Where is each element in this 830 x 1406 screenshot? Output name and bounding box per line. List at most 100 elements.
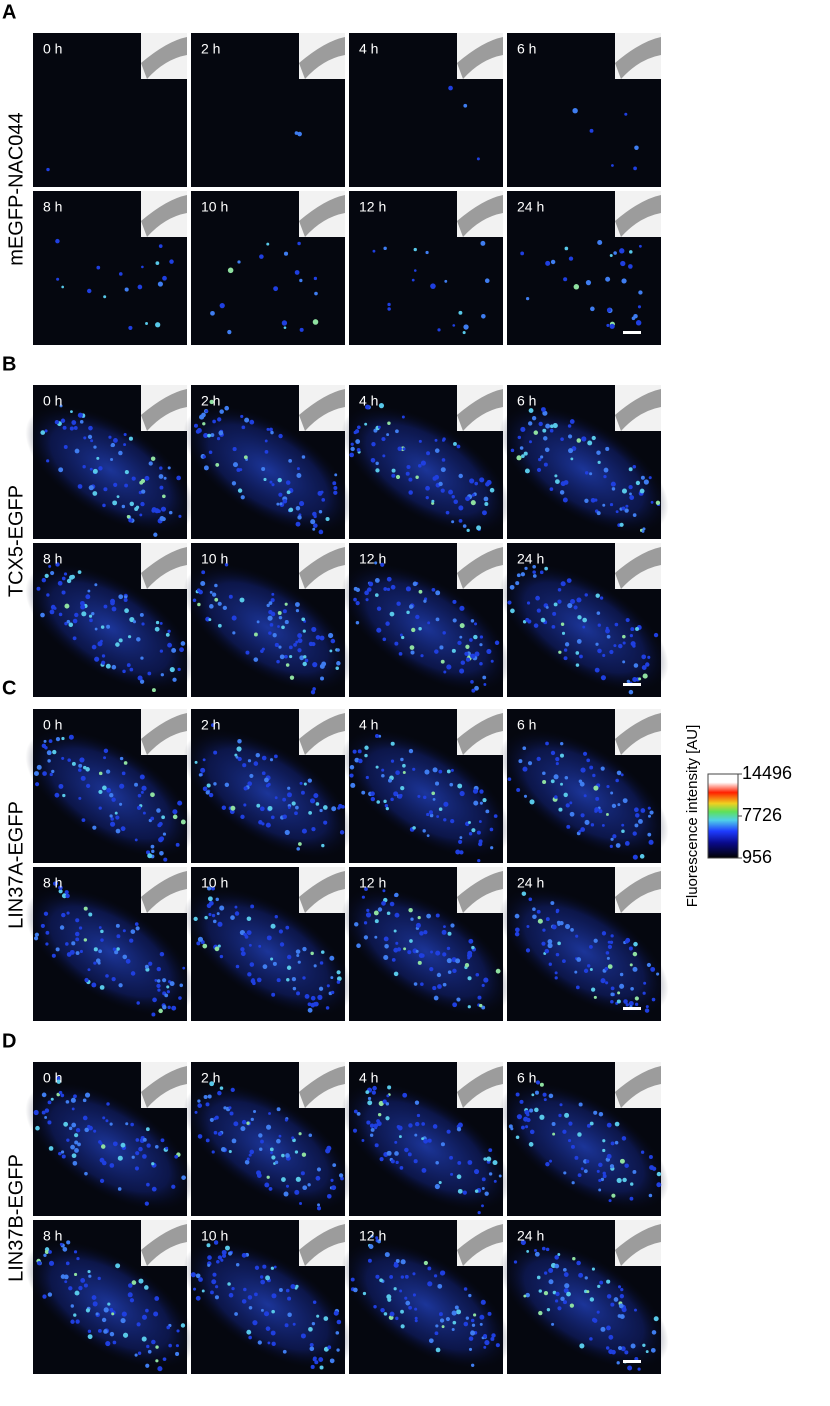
time-label: 2 h xyxy=(201,393,220,409)
nucleus xyxy=(109,1122,113,1126)
time-label: 12 h xyxy=(359,551,386,567)
nucleus xyxy=(577,1132,582,1137)
nucleus xyxy=(134,507,139,512)
time-label: 24 h xyxy=(517,1228,544,1244)
nucleus xyxy=(575,934,579,938)
nucleus xyxy=(151,508,156,513)
nucleus xyxy=(583,1169,588,1174)
inset-root xyxy=(141,195,187,237)
nucleus xyxy=(227,267,234,274)
nucleus xyxy=(479,801,483,805)
nucleus xyxy=(122,954,128,960)
nucleus xyxy=(620,1288,624,1292)
root-shape xyxy=(183,729,353,858)
nucleus xyxy=(629,492,632,496)
nucleus xyxy=(418,439,422,443)
nucleus xyxy=(448,489,453,495)
nucleus xyxy=(599,1280,604,1285)
nucleus xyxy=(231,1138,237,1144)
nucleus xyxy=(98,466,103,471)
nucleus xyxy=(442,631,446,635)
nucleus xyxy=(211,886,216,891)
nucleus xyxy=(395,1160,399,1165)
nucleus xyxy=(471,945,475,950)
nucleus xyxy=(482,798,487,803)
nucleus xyxy=(390,741,395,746)
nucleus xyxy=(282,1349,287,1354)
nucleus xyxy=(157,1366,163,1372)
nucleus xyxy=(73,1094,77,1099)
nucleus xyxy=(335,666,339,671)
nucleus xyxy=(195,429,201,434)
nucleus xyxy=(260,1139,264,1144)
nucleus xyxy=(516,1114,523,1120)
nucleus xyxy=(456,1309,462,1315)
nucleus xyxy=(115,923,120,928)
inset-root xyxy=(141,37,187,79)
nucleus xyxy=(47,1100,52,1105)
nucleus xyxy=(642,1343,646,1347)
nucleus xyxy=(579,654,583,659)
nucleus xyxy=(92,825,97,830)
nucleus xyxy=(462,331,466,335)
nucleus xyxy=(386,1094,390,1098)
nucleus xyxy=(381,901,386,906)
nucleus xyxy=(291,1136,295,1140)
nucleus xyxy=(312,511,317,517)
nucleus xyxy=(310,951,314,956)
nucleus xyxy=(299,1202,303,1206)
nucleus xyxy=(598,809,603,814)
nucleus xyxy=(417,915,421,920)
nucleus xyxy=(456,444,461,449)
nucleus xyxy=(629,963,633,967)
nucleus xyxy=(174,1154,179,1159)
nucleus xyxy=(545,1247,550,1252)
nucleus xyxy=(270,598,275,603)
time-label: 8 h xyxy=(43,875,62,891)
nucleus xyxy=(576,597,582,603)
nucleus xyxy=(101,654,106,658)
nucleus xyxy=(96,265,101,270)
nucleus xyxy=(554,795,558,799)
nucleus xyxy=(423,930,428,935)
nucleus xyxy=(162,1005,167,1010)
nucleus xyxy=(35,1125,40,1131)
nucleus xyxy=(564,642,570,647)
nucleus xyxy=(201,1289,205,1293)
nucleus xyxy=(555,910,559,914)
nucleus xyxy=(190,1272,196,1278)
image-tile: 2 h xyxy=(191,33,345,187)
nucleus xyxy=(577,1173,582,1178)
nucleus xyxy=(78,1285,83,1291)
nucleus xyxy=(102,1116,106,1120)
nucleus xyxy=(92,1301,98,1307)
inset-root xyxy=(299,195,345,237)
nucleus xyxy=(98,806,102,810)
nucleus xyxy=(286,490,291,495)
nucleus xyxy=(175,1344,179,1348)
nucleus xyxy=(566,824,571,829)
nucleus xyxy=(95,958,101,963)
nucleus xyxy=(535,1080,541,1085)
nucleus xyxy=(411,627,416,633)
nucleus xyxy=(367,1096,372,1101)
nucleus xyxy=(441,929,447,935)
nucleus xyxy=(336,970,341,975)
nucleus xyxy=(118,594,124,600)
nucleus xyxy=(120,1317,126,1324)
nucleus xyxy=(492,1160,498,1166)
nucleus xyxy=(266,935,272,941)
nucleus xyxy=(241,1119,247,1125)
inset-root xyxy=(457,871,503,913)
nucleus xyxy=(442,982,447,987)
nucleus xyxy=(195,1295,201,1301)
nucleus xyxy=(473,1168,480,1175)
nucleus xyxy=(642,673,648,679)
nucleus xyxy=(232,447,237,452)
nucleus xyxy=(83,1116,88,1120)
nucleus xyxy=(605,446,610,451)
nucleus xyxy=(479,1003,483,1008)
nucleus xyxy=(560,782,563,786)
nucleus xyxy=(387,307,391,311)
nucleus xyxy=(545,605,549,609)
